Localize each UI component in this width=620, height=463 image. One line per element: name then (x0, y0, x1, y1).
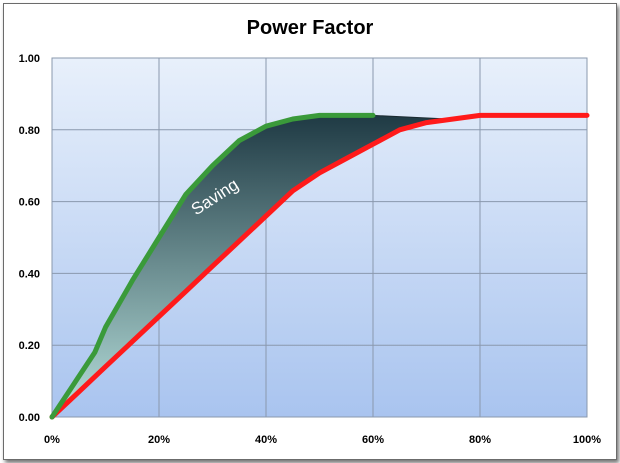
plot-area (51, 57, 588, 418)
y-tick-label: 0.00 (19, 412, 40, 424)
x-tick-label: 80% (469, 434, 491, 446)
y-tick-label: 1.00 (19, 53, 40, 65)
x-tick-label: 60% (362, 434, 384, 446)
chart-title: Power Factor (247, 17, 374, 39)
series-lines (49, 112, 590, 420)
axis-ticks: 0% 20% 40% 60% 80% 100% 0.00 0.20 0.40 0.60 0.80 1.… (19, 53, 602, 446)
y-tick-label: 0.40 (19, 268, 40, 280)
x-tick-label: 100% (573, 434, 601, 446)
series-line-red (49, 112, 590, 420)
series-line-green (49, 112, 376, 420)
x-tick-label: 40% (255, 434, 277, 446)
grid-lines (52, 58, 587, 417)
x-tick-label: 0% (44, 434, 60, 446)
x-tick-label: 20% (148, 434, 170, 446)
y-tick-label: 0.60 (19, 197, 40, 209)
y-tick-label: 0.20 (19, 340, 40, 352)
y-tick-label: 0.80 (19, 125, 40, 137)
